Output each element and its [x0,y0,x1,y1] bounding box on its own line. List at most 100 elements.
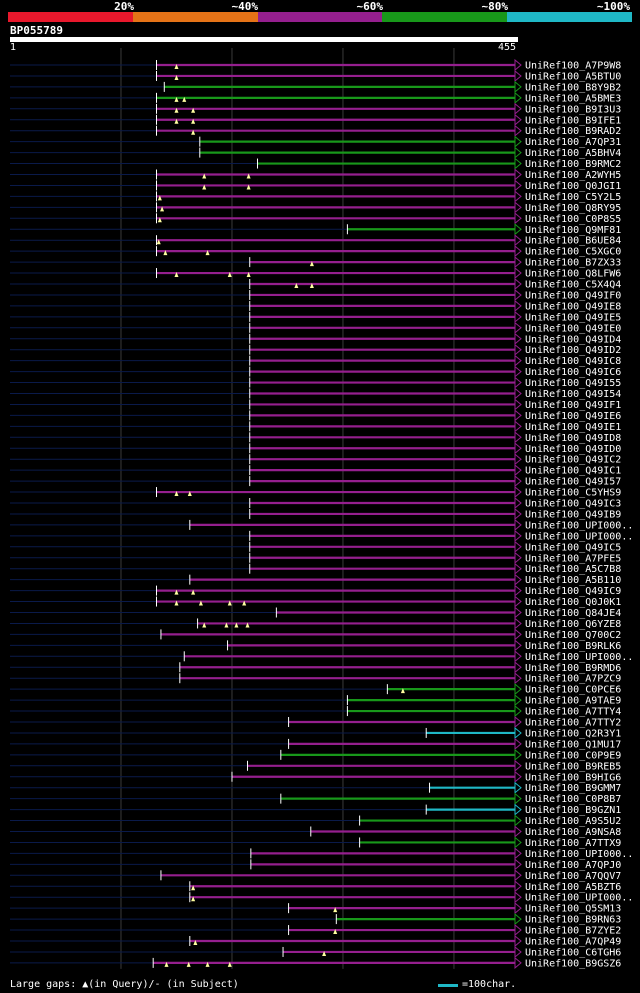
hit-end-arrow [514,770,522,783]
query-gap-marker [294,283,299,288]
hit-end-arrow [514,464,522,477]
hit-label: UniRef100_C5X4Q4 [525,280,621,291]
hit-end-arrow [514,69,522,83]
hit-label: UniRef100_A2WYH5 [525,170,621,181]
hit-end-arrow [514,332,522,345]
hit-label: UniRef100_A5BTU0 [525,71,621,82]
hit-end-arrow [514,245,522,258]
query-gap-marker [333,907,338,913]
hit-label: UniRef100_Q84JE4 [525,608,621,619]
hit-end-arrow [514,266,522,280]
hit-label: UniRef100_Q49ID8 [525,433,621,444]
hit-end-arrow [514,617,522,630]
query-gap-marker [202,173,207,179]
legend-segment-40-60 [257,12,383,22]
hit-label: UniRef100_B7ZX33 [525,258,621,269]
hit-end-arrow [514,956,522,969]
query-gap-marker [246,272,251,278]
hit-end-arrow [514,420,522,433]
hit-end-arrow [514,113,522,126]
legend-segment-0-20 [8,12,133,22]
hit-label: UniRef100_C5XGC0 [525,247,621,258]
hit-label: UniRef100_A9TAE9 [525,696,621,707]
query-gap-marker [174,589,179,595]
hit-label: UniRef100_Q49I55 [525,378,621,389]
hit-label: UniRef100_Q49IC2 [525,455,621,466]
hit-label: UniRef100_B9RLK6 [525,641,621,652]
hit-label: UniRef100_C5YHS9 [525,488,621,499]
legend-segment-20-40 [132,12,258,22]
hit-label: UniRef100_Q49IE0 [525,323,621,334]
hit-label: UniRef100_UPI000.. [525,652,633,663]
hit-end-arrow [514,256,522,269]
hit-end-arrow [514,803,522,816]
query-gap-marker [234,622,239,628]
hit-end-arrow [514,715,522,729]
legend-label-20: 20% [114,0,134,13]
hit-label: UniRef100_Q49IC9 [525,586,621,597]
hit-end-arrow [514,923,522,937]
hit-label: UniRef100_Q49IF1 [525,400,621,411]
hit-end-arrow [514,288,522,302]
query-gap-marker [157,217,162,223]
hit-end-arrow [514,376,522,389]
hit-label: UniRef100_Q0JGI1 [525,181,621,192]
hit-label: UniRef100_UPI000.. [525,849,633,860]
query-gap-marker [156,239,161,245]
ruler-end-label: 455 [497,42,516,53]
hit-label: UniRef100_Q49ID0 [525,444,621,455]
query-gap-marker [322,950,327,956]
hit-end-arrow [514,507,522,521]
hit-end-arrow [514,945,522,959]
hit-label: UniRef100_B6UE84 [525,236,621,247]
hit-label: UniRef100_Q1MU17 [525,739,621,750]
query-gap-marker [242,600,247,606]
hit-end-arrow [514,518,522,531]
hit-label: UniRef100_A7QP49 [525,937,621,948]
hit-end-arrow [514,157,522,170]
query-gap-marker [202,184,207,190]
hit-end-arrow [514,168,522,181]
hit-label: UniRef100_C0P8S5 [525,214,621,225]
hit-label: UniRef100_C6TGH6 [525,947,621,958]
query-gap-marker [245,622,250,628]
hit-end-arrow [514,913,522,926]
hit-label: UniRef100_B9RN63 [525,915,621,926]
query-gap-marker [227,600,232,606]
hit-end-arrow [514,606,522,619]
query-gap-marker [193,940,198,945]
hit-end-arrow [514,683,522,696]
legend-label-60: ~60% [356,0,384,13]
query-gap-marker [182,96,187,102]
hit-label: UniRef100_C0P9E9 [525,750,621,761]
hit-end-arrow [514,694,522,707]
hit-label: UniRef100_A5BME3 [525,93,621,104]
hit-end-arrow [514,201,522,214]
hit-label: UniRef100_B9RMC2 [525,159,621,170]
hit-end-arrow [514,102,522,115]
hit-label: UniRef100_A9NSA8 [525,827,621,838]
hit-end-arrow [514,595,522,608]
query-gap-marker [246,173,251,179]
hit-label: UniRef100_B9GZN1 [525,805,621,816]
hit-label: UniRef100_B9REB5 [525,761,621,772]
query-gap-marker [191,885,196,891]
hit-end-arrow [514,475,522,488]
hit-label: UniRef100_A7TTX9 [525,838,621,849]
hit-label: UniRef100_Q49IF0 [525,290,621,301]
hit-end-arrow [514,814,522,827]
query-gap-marker [163,250,168,256]
hit-label: UniRef100_A5B110 [525,575,621,586]
query-gap-marker [309,261,314,267]
hit-end-arrow [514,639,522,652]
query-gap-marker [227,272,232,278]
hit-label: UniRef100_Q49IC8 [525,356,621,367]
hit-end-arrow [514,672,522,685]
hit-label: UniRef100_Q49I54 [525,389,621,400]
query-gap-marker [186,961,191,967]
hit-label: UniRef100_A7QP31 [525,137,621,148]
legend-label-40: ~40% [231,0,259,13]
hit-end-arrow [514,891,522,904]
hit-end-arrow [514,540,522,553]
hit-end-arrow [514,529,522,542]
